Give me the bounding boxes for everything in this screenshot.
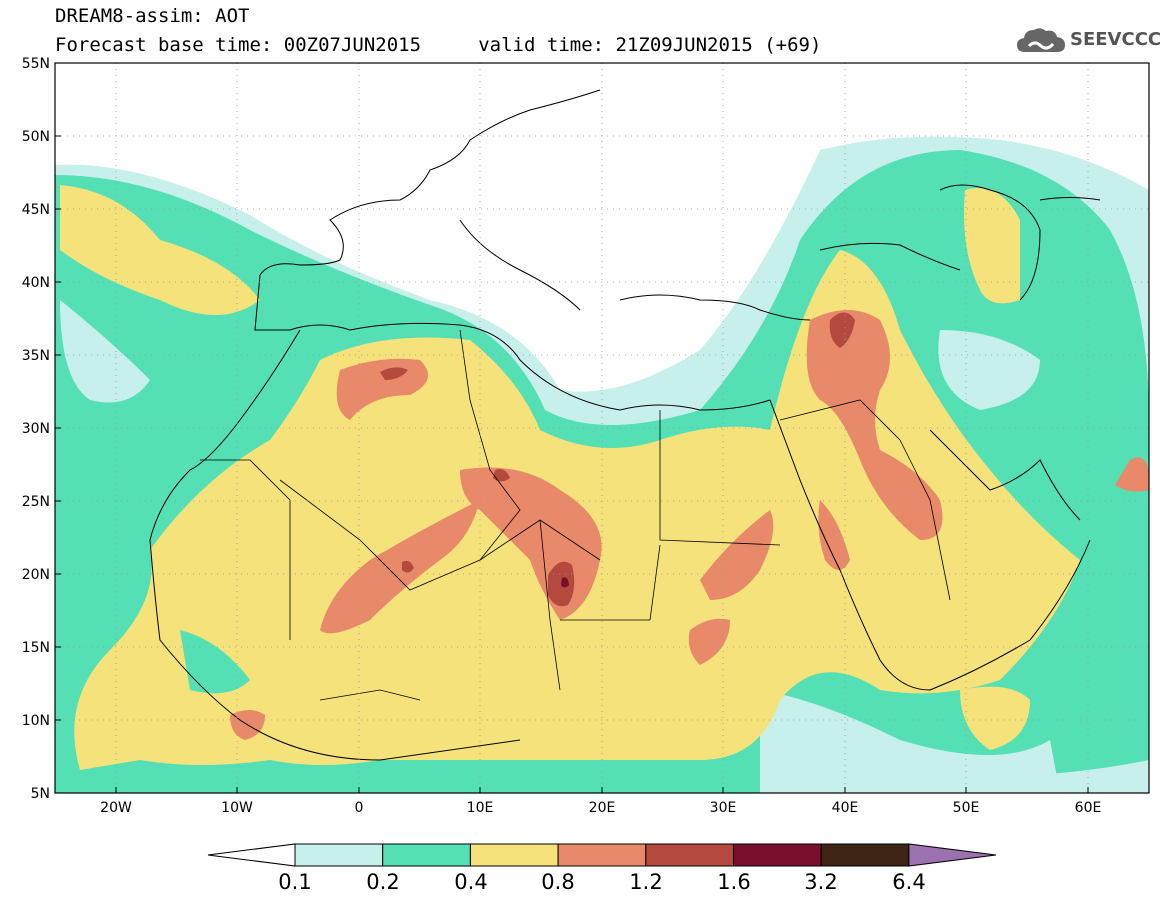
legend-label: 6.4 [892,870,926,894]
lon-label: 0 [355,800,364,816]
lat-label: 15N [22,640,50,656]
legend-label: 1.6 [717,870,751,894]
lon-label: 10W [221,800,253,816]
cloud-logo-icon [1017,28,1065,52]
lon-label: 30E [710,800,737,816]
lat-label: 20N [22,567,50,583]
lon-label: 20E [589,800,616,816]
lon-label: 10E [467,800,494,816]
lat-label: 10N [22,713,50,729]
legend-arrow-high [908,843,996,867]
map-title: DREAM8-assim: AOT [55,5,250,27]
legend-swatch [645,843,734,867]
lat-label: 50N [22,129,50,145]
coastlines [149,89,1101,761]
legend-swatch [294,843,384,867]
map-subtitle: Forecast base time: 00Z07JUN2015 valid t… [55,34,822,56]
aot-level-0.8 [230,310,1149,740]
legend-swatch [557,843,647,867]
legend-swatch [733,843,822,867]
lon-label: 60E [1075,800,1102,816]
legend-label: 1.2 [629,870,663,894]
lat-label: 40N [22,275,50,291]
lat-label: 45N [22,202,50,218]
legend-swatch [469,843,559,867]
legend-label: 0.4 [454,870,488,894]
latitude-labels: 55N 50N 45N 40N 35N 30N 25N 20N 15N 10N … [22,56,50,802]
logo-text: SEEVCCC [1070,29,1162,50]
lon-label: 20W [100,800,132,816]
lat-label: 30N [22,421,50,437]
longitude-labels: 20W 10W 0 10E 20E 30E 40E 50E 60E [100,800,1101,816]
lat-label: 5N [31,786,50,802]
legend-swatch [820,843,910,867]
aot-level-0.1-patches [60,300,1060,793]
lat-label: 25N [22,494,50,510]
lon-label: 40E [832,800,859,816]
aot-level-1.2 [380,312,855,607]
legend-label: 0.2 [366,870,400,894]
seevccc-logo: SEEVCCC [1015,24,1161,56]
legend-label: 0.8 [541,870,575,894]
lat-label: 35N [22,348,50,364]
graticule [55,63,1149,793]
legend-label: 3.2 [804,870,838,894]
lon-label: 50E [953,800,980,816]
axis-ticks [55,62,1089,793]
legend-colorbar [207,843,996,867]
legend-arrow-low [207,843,296,867]
aot-level-1.6 [561,577,569,588]
lat-label: 55N [22,56,50,72]
country-borders [200,329,951,701]
legend-label: 0.1 [278,870,312,894]
legend-swatch [382,843,471,867]
